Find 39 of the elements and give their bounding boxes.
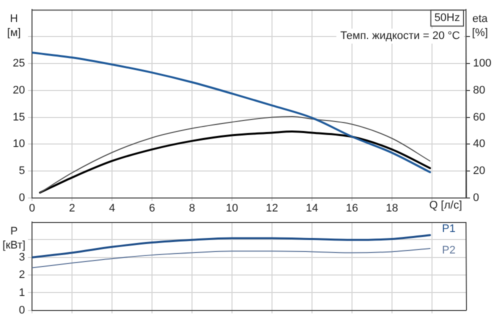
x-tick-label: 18 <box>386 202 398 215</box>
y2-tick-label: 0 <box>473 192 480 204</box>
y-tick-label: 15 <box>12 111 25 124</box>
y-tick-label: 3 <box>18 251 25 264</box>
y-tick-label: 0 <box>18 192 25 204</box>
x-tick-label: 2 <box>68 202 76 215</box>
x-tick-label: 6 <box>148 202 156 215</box>
y-tick-label: 10 <box>12 138 25 150</box>
line-series <box>39 130 431 194</box>
y-tick-label: 20 <box>12 84 25 96</box>
y2-axis-title: eta [%] <box>472 13 489 40</box>
x-tick-label: 14 <box>306 202 318 215</box>
line-series <box>40 116 430 194</box>
y-tick-label: 2 <box>18 269 25 282</box>
annotation: 50Hz <box>434 12 460 24</box>
y2-tick-label: 80 <box>473 84 486 96</box>
y-axis-title: P [кВт] <box>2 226 26 252</box>
y2-tick-label: 100 <box>473 57 492 70</box>
line-series <box>32 52 431 174</box>
series-label: P2 <box>442 244 456 257</box>
y-tick-label: 5 <box>18 165 25 178</box>
y-tick-label: 0 <box>18 304 25 316</box>
y-axis-title: H [м] <box>7 13 21 40</box>
y2-tick-label: 20 <box>473 165 486 178</box>
series-label: P1 <box>442 223 456 236</box>
x-tick-label: 8 <box>188 202 196 215</box>
x-axis-title: Q [л/с] <box>429 200 462 212</box>
x-tick-label: 12 <box>266 202 278 215</box>
y-tick-label: 1 <box>18 286 25 299</box>
y2-tick-label: 40 <box>473 138 486 150</box>
line-series <box>32 248 430 268</box>
x-tick-label: 16 <box>346 202 358 215</box>
y-tick-label: 25 <box>12 57 25 70</box>
x-tick-label: 4 <box>108 202 116 215</box>
x-tick-label: 10 <box>226 202 238 215</box>
x-tick-label: 0 <box>28 202 36 215</box>
annotation: Темп. жидкости = 20 °C <box>340 30 460 42</box>
y2-tick-label: 60 <box>473 111 486 124</box>
line-series <box>32 234 431 258</box>
